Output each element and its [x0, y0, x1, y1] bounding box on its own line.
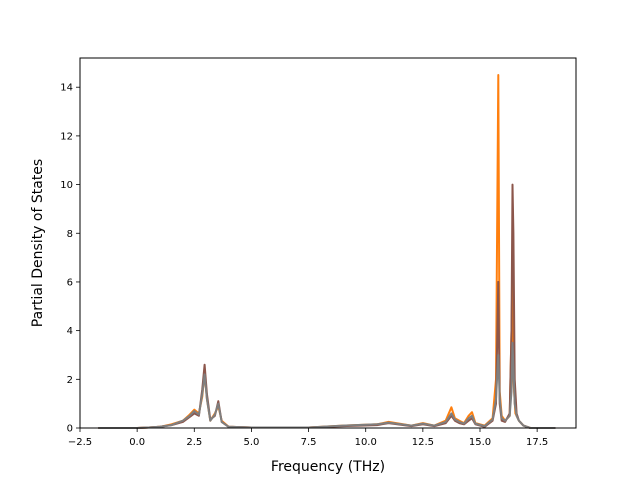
y-axis-title: Partial Density of States: [30, 159, 46, 327]
y-tick-label: 6: [67, 277, 73, 288]
plot-frame: [79, 57, 577, 429]
x-tick-label: 0.0: [129, 437, 145, 448]
x-tick-label: 10.0: [355, 437, 377, 448]
x-tick-label: 7.5: [301, 437, 317, 448]
y-tick-label: 2: [67, 375, 73, 386]
series-layer: [98, 74, 556, 429]
y-tick-label: 0: [67, 424, 73, 435]
x-tick-label: 2.5: [186, 437, 202, 448]
x-axis-title: Frequency (THz): [271, 459, 385, 475]
x-tick-label: 15.0: [469, 437, 491, 448]
x-tick-label: 12.5: [412, 437, 434, 448]
x-tick-label: 17.5: [526, 437, 548, 448]
y-tick-label: 4: [67, 326, 73, 337]
x-tick-label: −2.5: [68, 437, 92, 448]
x-axis: −2.5 0.0 2.5 5.0 7.5 10.0 12.5 15.0 17.5: [68, 428, 548, 448]
y-tick-label: 8: [67, 229, 73, 240]
y-axis: 0 2 4 6 8 10 12 14: [60, 83, 80, 435]
series-line-3: [98, 341, 556, 429]
y-tick-label: 12: [60, 131, 73, 142]
x-tick-label: 5.0: [243, 437, 259, 448]
y-tick-label: 14: [60, 83, 73, 94]
y-tick-label: 10: [60, 180, 73, 191]
